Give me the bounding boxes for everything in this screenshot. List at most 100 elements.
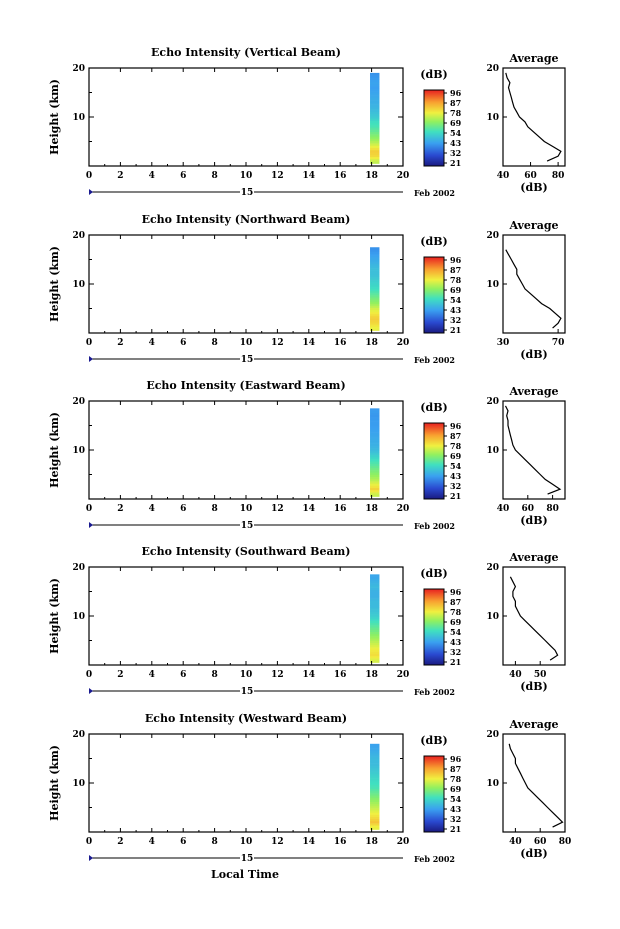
heatmap-cell bbox=[370, 494, 380, 497]
heatmap-cell bbox=[370, 448, 380, 451]
panel-title: Echo Intensity (Westward Beam) bbox=[145, 712, 347, 725]
x-tick-label: 10 bbox=[240, 338, 253, 348]
heatmap-cell bbox=[370, 574, 380, 577]
x-tick-label: 2 bbox=[117, 670, 123, 680]
heatmap-cell bbox=[370, 410, 380, 414]
heatmap-cell bbox=[370, 84, 380, 87]
heatmap-cell bbox=[370, 790, 380, 794]
x-tick-label: 16 bbox=[334, 837, 347, 847]
colorbar-tick-label: 96 bbox=[450, 255, 462, 265]
y-tick-label: 10 bbox=[72, 446, 85, 456]
x-tick-label: 4 bbox=[149, 837, 155, 847]
heatmap-cell bbox=[370, 299, 380, 302]
heatmap-cell bbox=[370, 786, 380, 790]
heatmap-cell bbox=[370, 825, 380, 828]
heatmap-cell bbox=[370, 100, 380, 103]
heatmap-cell bbox=[370, 752, 380, 755]
beam-panel: Echo Intensity (Westward Beam) 0 2 4 6 8 10 12 1… bbox=[48, 712, 571, 864]
main-plot-frame bbox=[88, 400, 404, 500]
heatmap-cell bbox=[370, 591, 380, 595]
colorbar-tick-label: 69 bbox=[450, 285, 462, 295]
heatmap-cell bbox=[370, 823, 380, 826]
average-plot-frame bbox=[502, 234, 566, 334]
heatmap-cell bbox=[370, 476, 380, 480]
panel-title: Echo Intensity (Eastward Beam) bbox=[146, 379, 345, 392]
heatmap-cell bbox=[370, 136, 380, 139]
avg-x-tick-label: 40 bbox=[509, 837, 522, 847]
colorbar-tick-label: 54 bbox=[450, 295, 462, 305]
average-title: Average bbox=[508, 219, 558, 232]
x-tick-label: 20 bbox=[397, 670, 410, 680]
colorbar bbox=[423, 755, 445, 833]
heatmap-cell bbox=[370, 79, 380, 83]
panel-title: Echo Intensity (Vertical Beam) bbox=[151, 46, 341, 59]
x-tick-label: 6 bbox=[180, 504, 186, 514]
avg-y-tick-label: 20 bbox=[486, 64, 499, 74]
heatmap-cell bbox=[370, 425, 380, 429]
heatmap-cell bbox=[370, 614, 380, 617]
colorbar-tick-label: 21 bbox=[450, 158, 461, 168]
heatmap-cell bbox=[370, 159, 380, 162]
heatmap-cell bbox=[370, 113, 380, 117]
x-tick-label: 4 bbox=[149, 670, 155, 680]
x-tick-label: 4 bbox=[149, 504, 155, 514]
heatmap-cell bbox=[370, 483, 380, 486]
heatmap-cell bbox=[370, 658, 380, 661]
heatmap-cell bbox=[370, 576, 380, 580]
colorbar-tick-label: 43 bbox=[450, 471, 462, 481]
heatmap-cell bbox=[370, 122, 380, 126]
heatmap-cell bbox=[370, 474, 380, 478]
y-tick-label: 20 bbox=[72, 730, 85, 740]
heatmap-cell bbox=[370, 784, 380, 787]
heatmap-cell bbox=[370, 605, 380, 608]
heatmap-cell bbox=[370, 640, 380, 644]
x-tick-label: 12 bbox=[271, 504, 284, 514]
colorbar-tick-label: 32 bbox=[450, 647, 461, 657]
x-tick-label: 10 bbox=[240, 504, 253, 514]
heatmap-cell bbox=[370, 767, 380, 770]
x-tick-label: 0 bbox=[86, 837, 92, 847]
heatmap-cell bbox=[370, 795, 380, 798]
heatmap-cell bbox=[370, 328, 380, 331]
x-tick-label: 4 bbox=[149, 171, 155, 181]
heatmap-cell bbox=[370, 600, 380, 604]
colorbar-tick-label: 43 bbox=[450, 305, 462, 315]
avg-y-tick-label: 20 bbox=[486, 397, 499, 407]
avg-x-tick-label: 60 bbox=[534, 837, 547, 847]
heatmap-cell bbox=[370, 651, 380, 655]
avg-y-tick-label: 10 bbox=[486, 612, 499, 622]
heatmap-cell bbox=[370, 259, 380, 263]
x-tick-label: 8 bbox=[211, 171, 217, 181]
x-tick-label: 8 bbox=[211, 504, 217, 514]
x-tick-label: 14 bbox=[303, 837, 316, 847]
main-plot-frame bbox=[88, 566, 404, 666]
heatmap-cell bbox=[370, 247, 380, 250]
colorbar-tick-label: 43 bbox=[450, 138, 462, 148]
heatmap-cell bbox=[370, 127, 380, 130]
x-tick-label: 12 bbox=[271, 338, 284, 348]
heatmap-cell bbox=[370, 816, 380, 820]
heatmap-cell bbox=[370, 607, 380, 610]
heatmap-cell bbox=[370, 286, 380, 290]
height-axis-label: Height (km) bbox=[48, 246, 61, 322]
x-tick-label: 2 bbox=[117, 837, 123, 847]
heatmap-cell bbox=[370, 282, 380, 286]
date-line-marker bbox=[89, 189, 93, 195]
colorbar-tick-label: 69 bbox=[450, 451, 462, 461]
heatmap-cell bbox=[370, 775, 380, 779]
avg-x-tick-label: 60 bbox=[524, 171, 537, 181]
avg-y-tick-label: 10 bbox=[486, 446, 499, 456]
colorbar-tick-label: 54 bbox=[450, 794, 462, 804]
colorbar bbox=[423, 588, 445, 666]
colorbar-tick-label: 96 bbox=[450, 587, 462, 597]
heatmap-cell bbox=[370, 106, 380, 110]
heatmap-cell bbox=[370, 297, 380, 300]
x-tick-label: 12 bbox=[271, 171, 284, 181]
heatmap-cell bbox=[370, 587, 380, 591]
avg-x-tick-label: 40 bbox=[509, 670, 522, 680]
heatmap-cell bbox=[370, 445, 380, 449]
heatmap-cell bbox=[370, 578, 380, 582]
heatmap-cell bbox=[370, 145, 380, 148]
main-plot-frame bbox=[88, 733, 404, 833]
heatmap-cell bbox=[370, 315, 380, 319]
